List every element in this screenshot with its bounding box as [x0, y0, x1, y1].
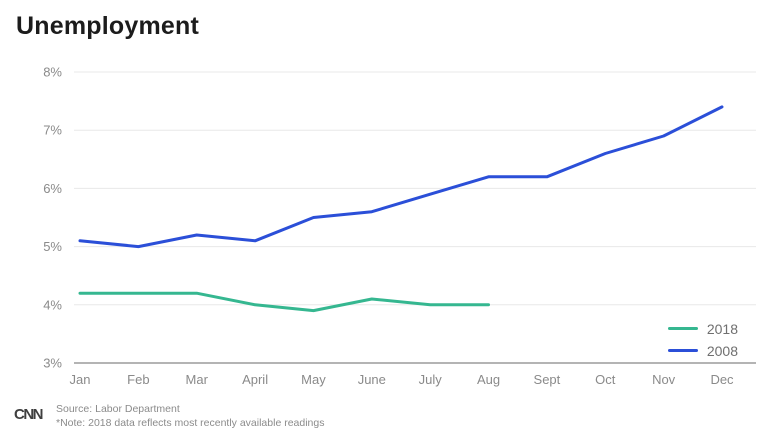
legend-label-2018: 2018 [706, 320, 738, 337]
cnn-logo: CNN [14, 406, 44, 423]
x-tick-label: April [242, 372, 268, 387]
series-line-2018 [78, 291, 490, 313]
source-text: Source: Labor Department [56, 403, 180, 415]
x-tick-label: Jan [70, 372, 91, 387]
source-block: Source: Labor Department *Note: 2018 dat… [56, 402, 324, 430]
x-tick-label: Aug [477, 372, 500, 387]
legend-swatch-2008 [667, 349, 698, 352]
x-tick-label: July [419, 372, 443, 387]
y-tick-label: 8% [43, 65, 62, 80]
y-tick-label: 4% [43, 297, 62, 312]
page-title: Unemployment [16, 12, 199, 40]
y-tick-label: 3% [43, 356, 62, 371]
series-line-2008 [78, 105, 724, 249]
x-tick-label: Oct [595, 372, 616, 387]
legend-swatch-2018 [667, 327, 698, 330]
legend-item-2018: 2018 [667, 320, 738, 337]
y-tick-label: 6% [43, 181, 62, 196]
x-tick-label: May [301, 372, 326, 387]
chart-legend: 2018 2008 [667, 320, 738, 359]
legend-label-2008: 2008 [706, 342, 738, 359]
x-tick-label: Dec [710, 372, 734, 387]
x-tick-label: June [358, 372, 386, 387]
y-tick-label: 7% [43, 123, 62, 138]
x-tick-label: Mar [186, 372, 209, 387]
chart-svg: 3% 4% 5% 6% 7% 8% Jan Feb Mar April May June July Aug… [43, 65, 756, 387]
legend-item-2008: 2008 [667, 342, 738, 359]
x-tick-label: Sept [534, 372, 561, 387]
note-text: *Note: 2018 data reflects most recently … [56, 417, 325, 429]
footer: CNN Source: Labor Department *Note: 2018… [14, 402, 780, 430]
x-tick-label: Nov [652, 372, 676, 387]
y-tick-label: 5% [43, 239, 62, 254]
x-tick-label: Feb [127, 372, 149, 387]
